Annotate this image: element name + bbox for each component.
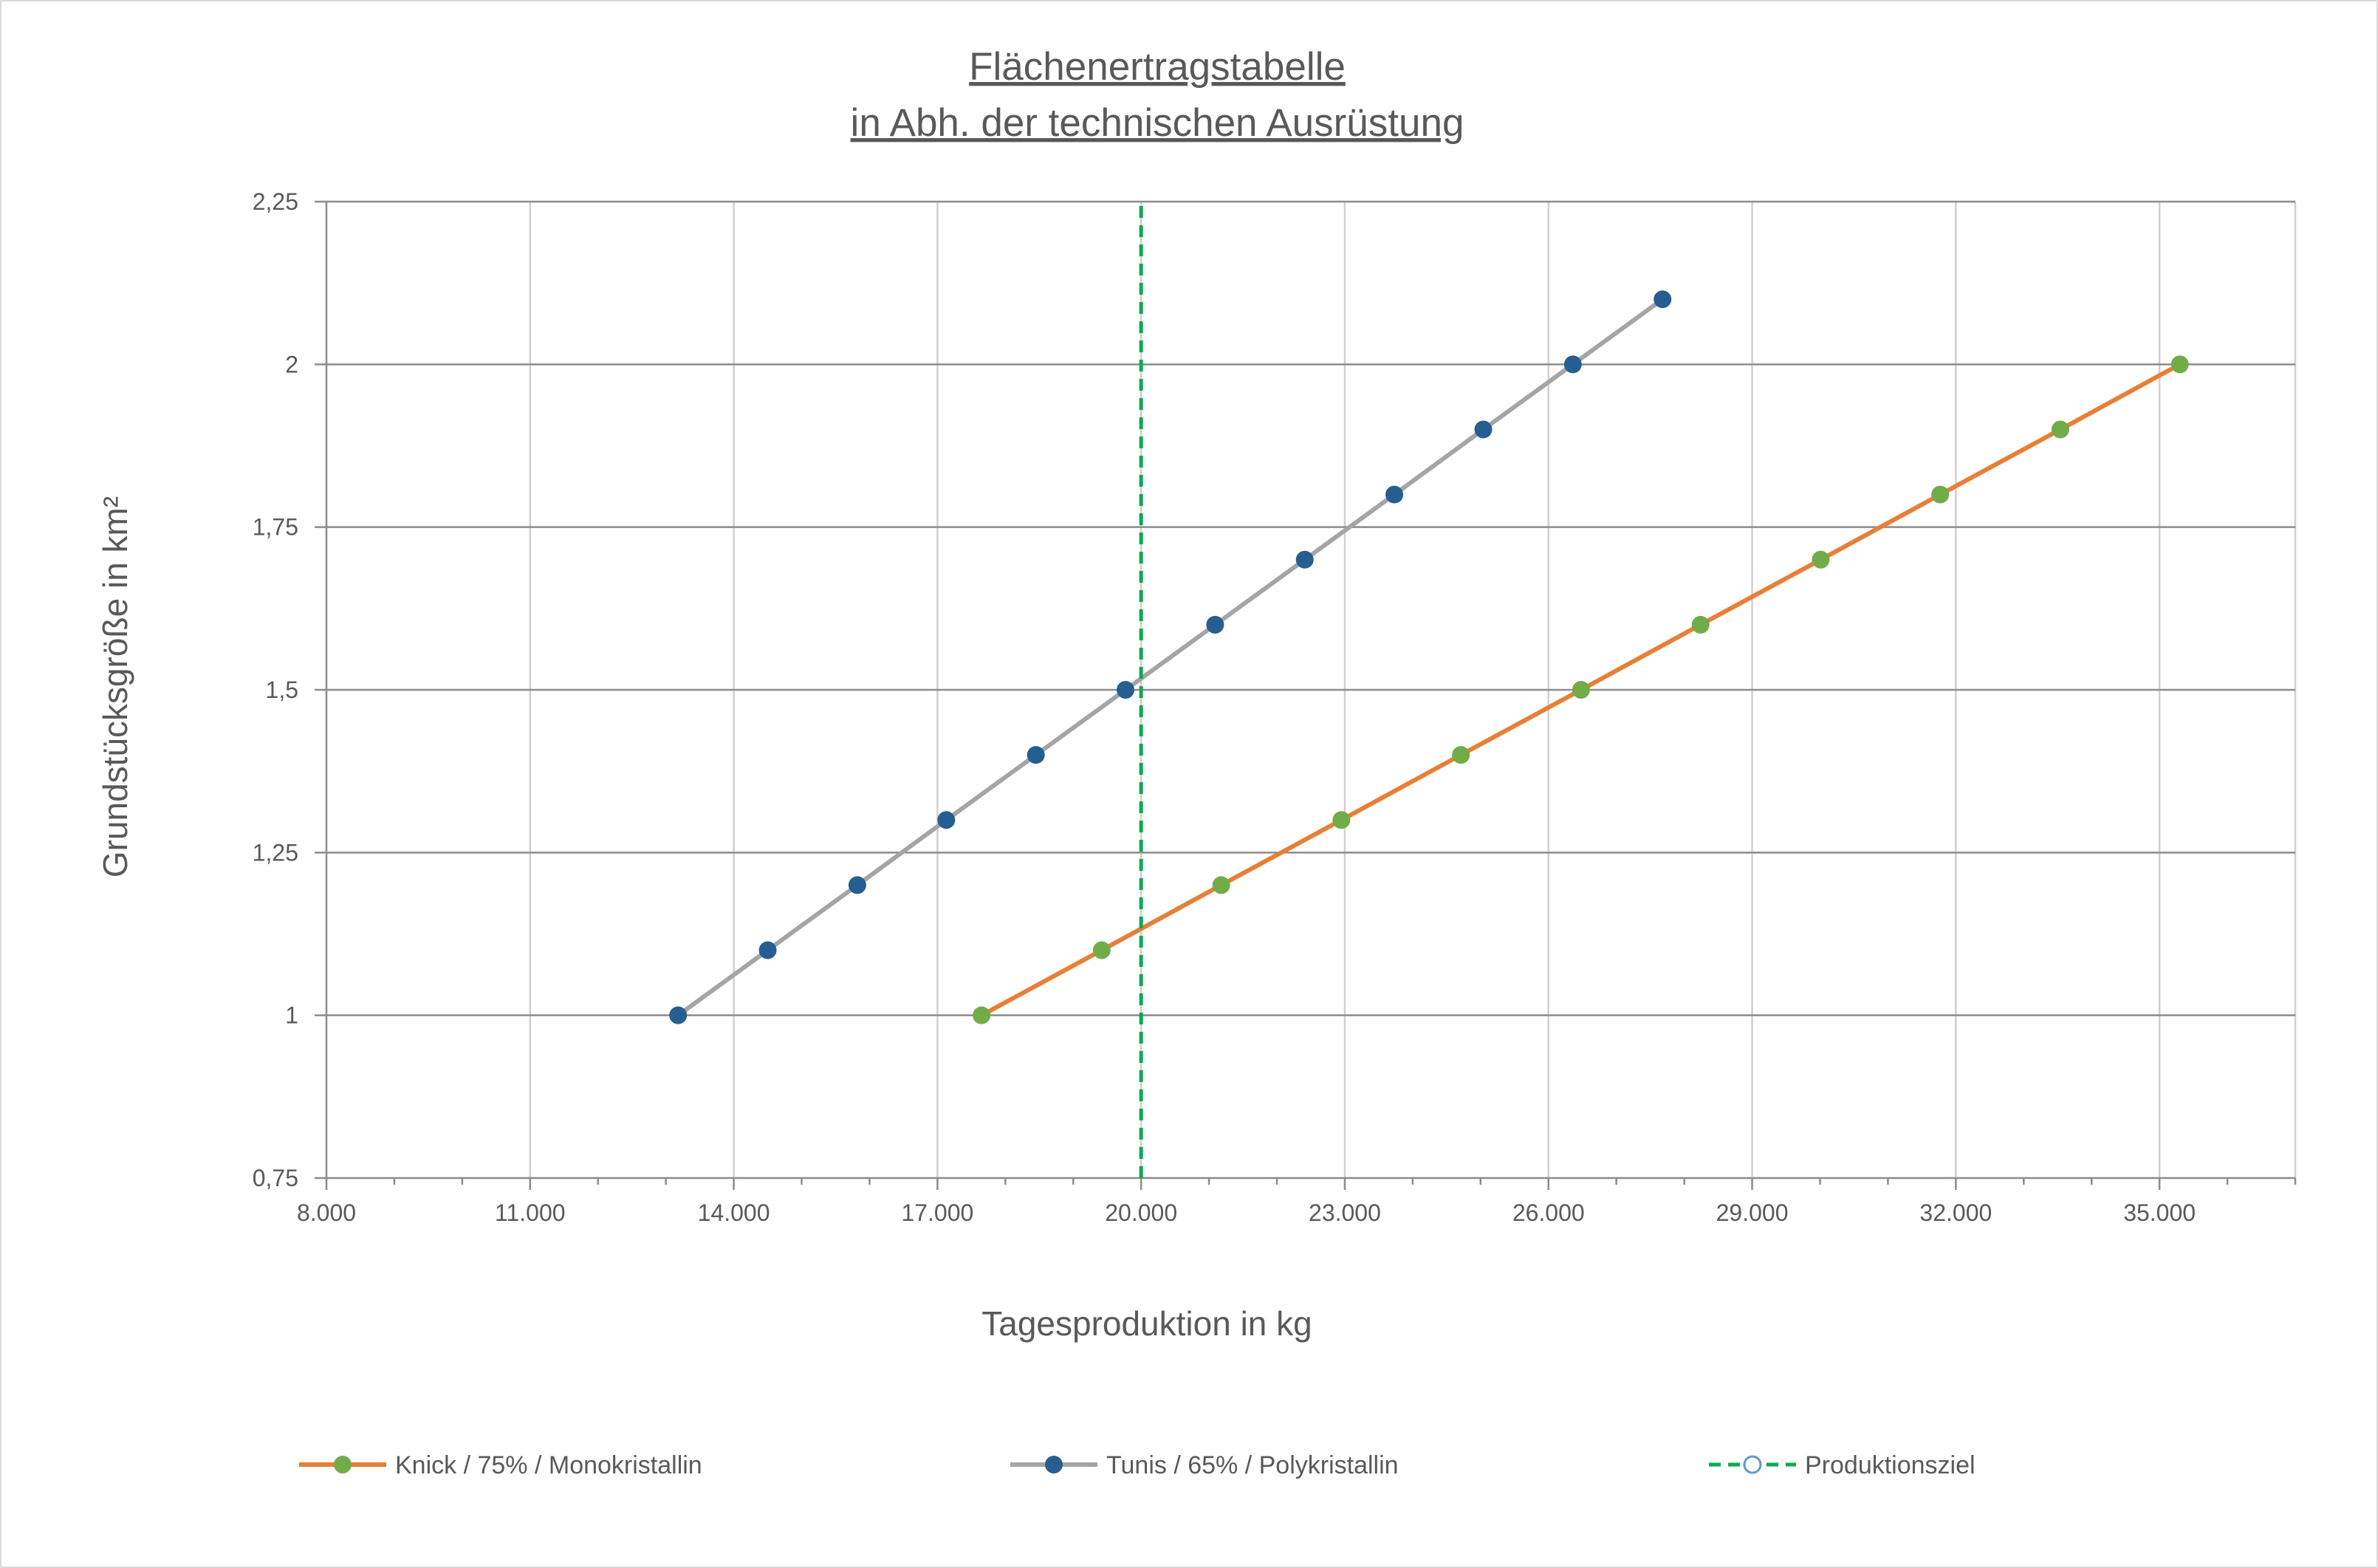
series-1-point xyxy=(1092,941,1111,959)
series-1-point xyxy=(973,1006,991,1024)
series-2-point xyxy=(1654,290,1672,309)
series-1-point xyxy=(1332,811,1351,829)
series-1-point xyxy=(2051,420,2069,439)
series-2-point xyxy=(1563,355,1582,374)
legend-label-2: Tunis / 65% / Polykristallin xyxy=(1106,1451,1399,1479)
series-line-2 xyxy=(676,297,1664,1018)
y-tick-label: 1,5 xyxy=(266,677,298,703)
y-tick-label: 1,25 xyxy=(253,839,298,866)
series-2-point xyxy=(1295,550,1314,569)
series-1-point xyxy=(1812,550,1830,569)
chart-title-line-2: in Abh. der technischen Ausrüstung xyxy=(851,101,1464,145)
axes xyxy=(315,200,2297,1190)
legend-marker-1 xyxy=(334,1456,352,1473)
series-2-point xyxy=(1385,485,1404,504)
y-axis-title: Grundstücksgröße in km² xyxy=(96,496,134,877)
legend-label-3: Produktionsziel xyxy=(1805,1451,1976,1479)
series-1-point xyxy=(1691,615,1710,634)
series-2-point xyxy=(937,811,956,829)
x-tick-label: 17.000 xyxy=(901,1199,973,1226)
x-tick-label: 20.000 xyxy=(1105,1199,1177,1226)
series-1-point xyxy=(1572,681,1590,699)
x-tick-label: 32.000 xyxy=(1919,1199,1992,1226)
legend-label-1: Knick / 75% / Monokristallin xyxy=(395,1451,702,1479)
series-1-point xyxy=(1212,876,1230,894)
series-2-point xyxy=(1027,746,1045,764)
x-axis-title: Tagesproduktion in kg xyxy=(981,1304,1312,1343)
x-tick-label: 8.000 xyxy=(297,1199,356,1226)
x-tick-label: 11.000 xyxy=(495,1199,566,1226)
legend: Knick / 75% / Monokristallin Tunis / 65% … xyxy=(299,1451,1976,1479)
y-tick-label: 0,75 xyxy=(253,1165,298,1191)
series-2-point xyxy=(848,876,866,894)
series-2-point xyxy=(1206,615,1224,634)
legend-marker-3 xyxy=(1743,1455,1762,1474)
x-tick-label: 23.000 xyxy=(1309,1199,1381,1226)
series-2-point xyxy=(1474,420,1493,439)
tick-labels: 8.000 11.000 14.000 17.000 20.000 23.000 26.00… xyxy=(253,188,2196,1226)
chart-title-line-1: Flächenertragstabelle xyxy=(969,45,1346,89)
series-1-point xyxy=(1931,485,1950,504)
legend-marker-2 xyxy=(1045,1456,1063,1473)
series-2-point xyxy=(1117,681,1135,699)
series-1-point xyxy=(1452,746,1470,764)
series-1-point xyxy=(2170,355,2189,374)
x-tick-label: 26.000 xyxy=(1512,1199,1585,1226)
x-tick-label: 29.000 xyxy=(1716,1199,1789,1226)
series-2-point xyxy=(758,941,777,959)
y-tick-label: 2,25 xyxy=(253,188,298,215)
y-tick-label: 2 xyxy=(285,351,298,377)
horizontal-gridlines xyxy=(326,200,2295,1016)
y-tick-label: 1,75 xyxy=(253,514,298,541)
y-tick-label: 1 xyxy=(285,1002,298,1029)
x-tick-label: 14.000 xyxy=(698,1199,770,1226)
series-layer xyxy=(669,202,2189,1178)
x-tick-label: 35.000 xyxy=(2123,1199,2196,1226)
series-2-point xyxy=(669,1006,688,1024)
